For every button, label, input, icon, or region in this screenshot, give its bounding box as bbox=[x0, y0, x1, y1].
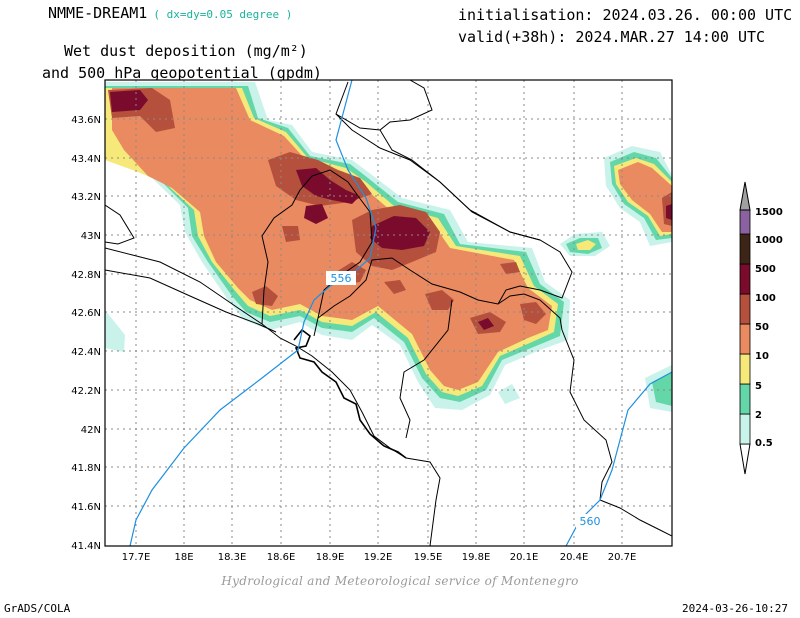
field-title-line1: Wet dust deposition (mg/m²) bbox=[64, 42, 308, 60]
lon-label: 19.5E bbox=[414, 552, 443, 563]
serbia-border-2 bbox=[335, 113, 541, 241]
credit-line: Hydrological and Meteorological service … bbox=[221, 574, 579, 588]
albania-coast bbox=[405, 457, 441, 546]
legend-swatch bbox=[739, 233, 751, 265]
lat-label: 41.8N bbox=[71, 463, 101, 474]
lat-label: 43.4N bbox=[71, 154, 101, 165]
montenegro-serbia-border bbox=[317, 257, 563, 331]
lat-label: 43.6N bbox=[71, 115, 101, 126]
model-name: NMME-DREAM1 bbox=[48, 4, 148, 22]
map-frame bbox=[104, 79, 673, 547]
lat-label: 43.2N bbox=[71, 192, 101, 203]
legend-arrow-top bbox=[739, 181, 751, 211]
bih-serbia-border bbox=[379, 80, 433, 131]
model-title: NMME-DREAM1 ( dx=dy=0.05 degree ) bbox=[48, 4, 292, 22]
croatia-border bbox=[105, 269, 277, 333]
lat-label: 42N bbox=[81, 425, 101, 436]
lat-label: 42.2N bbox=[71, 386, 101, 397]
lon-label: 20.1E bbox=[510, 552, 539, 563]
model-resolution: ( dx=dy=0.05 degree ) bbox=[153, 8, 293, 21]
lon-label: 20.4E bbox=[560, 552, 589, 563]
contour-label-560-bg bbox=[576, 514, 604, 528]
legend-arrow-bottom bbox=[739, 443, 751, 475]
albania-border bbox=[399, 299, 453, 439]
legend-label: 10 bbox=[755, 351, 769, 362]
montenegro-coast bbox=[293, 328, 407, 459]
bosnia-border-west bbox=[105, 204, 135, 245]
initialisation-time: initialisation: 2024.03.26. 00:00 UTC bbox=[458, 6, 793, 24]
legend-label: 500 bbox=[755, 264, 776, 275]
lat-label: 41.6N bbox=[71, 502, 101, 513]
coastline bbox=[105, 247, 407, 459]
lat-label: 43N bbox=[81, 231, 101, 242]
contour-556 bbox=[129, 80, 377, 546]
valid-time: valid(+38h): 2024.MAR.27 14:00 UTC bbox=[458, 28, 766, 46]
legend-label: 2 bbox=[755, 410, 762, 421]
field-title-line2: and 500 hPa geopotential (gpdm) bbox=[42, 64, 322, 82]
lon-labels: 17.7E 18E 18.3E 18.6E 18.9E 19.2E 19.5E … bbox=[122, 552, 637, 563]
legend-swatch bbox=[739, 293, 751, 325]
lon-label: 20.7E bbox=[608, 552, 637, 563]
lon-label: 19.2E bbox=[364, 552, 393, 563]
lat-label: 42.6N bbox=[71, 308, 101, 319]
lat-labels: 43.6N 43.4N 43.2N 43N 42.8N 42.6N 42.4N … bbox=[71, 115, 101, 552]
shade-100 bbox=[110, 90, 672, 330]
legend-label: 0.5 bbox=[755, 438, 773, 449]
lon-label: 17.7E bbox=[122, 552, 151, 563]
lat-label: 41.4N bbox=[71, 541, 101, 552]
legend-labels: 0.5 2 5 10 50 100 500 1000 1500 bbox=[755, 207, 783, 449]
legend-swatch bbox=[739, 323, 751, 355]
legend-label: 1000 bbox=[755, 235, 783, 246]
macedonia-border bbox=[599, 499, 672, 537]
footer-timestamp: 2024-03-26-10:27 bbox=[682, 602, 788, 615]
lon-label: 18.3E bbox=[218, 552, 247, 563]
legend-label: 5 bbox=[755, 381, 762, 392]
grid-lines bbox=[105, 80, 672, 546]
contour-label-556-bg bbox=[326, 271, 356, 285]
lon-label: 18.9E bbox=[316, 552, 345, 563]
lon-label: 18.6E bbox=[267, 552, 296, 563]
shade-10 bbox=[112, 88, 672, 390]
legend-colorbar bbox=[739, 181, 751, 475]
contour-label-556: 556 bbox=[331, 272, 352, 285]
legend-swatch bbox=[739, 263, 751, 295]
lon-label: 18E bbox=[174, 552, 193, 563]
footer-software: GrADS/COLA bbox=[4, 602, 71, 615]
legend-label: 1500 bbox=[755, 207, 783, 218]
legend-label: 50 bbox=[755, 322, 769, 333]
lat-label: 42.4N bbox=[71, 347, 101, 358]
contour-label-560: 560 bbox=[580, 515, 601, 528]
lat-label: 42.8N bbox=[71, 270, 101, 281]
legend-label: 100 bbox=[755, 293, 776, 304]
legend-swatch bbox=[739, 383, 751, 415]
lon-label: 19.8E bbox=[462, 552, 491, 563]
kosovo-border bbox=[561, 329, 613, 501]
legend-swatch bbox=[739, 413, 751, 445]
legend-swatch bbox=[739, 353, 751, 385]
legend-swatch bbox=[739, 209, 751, 235]
